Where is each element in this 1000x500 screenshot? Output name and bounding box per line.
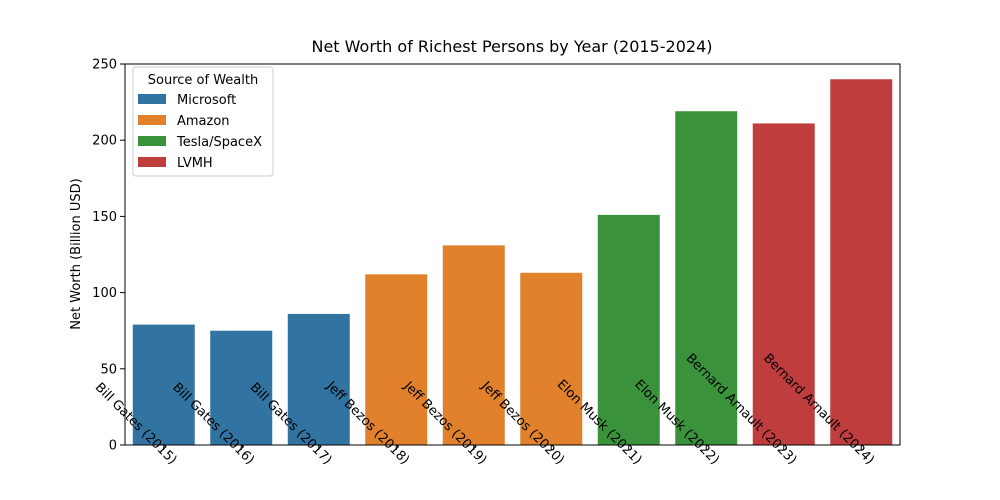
y-tick-label-4: 200 <box>92 134 117 149</box>
y-tick-label-2: 100 <box>92 286 117 301</box>
chart-title: Net Worth of Richest Persons by Year (20… <box>311 37 712 56</box>
y-tick-label-0: 0 <box>109 439 117 454</box>
y-tick-label-5: 250 <box>92 58 117 73</box>
bar-5 <box>520 272 583 445</box>
y-axis-label: Net Worth (Billion USD) <box>69 178 84 329</box>
legend-label-0: Microsoft <box>177 93 236 108</box>
bar-8 <box>752 123 815 445</box>
y-ticks: 0 50 100 150 200 250 <box>92 58 125 454</box>
bar-2 <box>287 313 350 445</box>
legend-label-2: Tesla/SpaceX <box>176 135 262 150</box>
bars-group <box>132 79 893 446</box>
plot-area-frame <box>124 63 901 446</box>
legend: Source of Wealth Microsoft Amazon Tesla/Sp… <box>132 66 274 177</box>
legend-swatch-1 <box>138 115 166 125</box>
y-tick-label-3: 150 <box>92 210 117 225</box>
legend-swatch-0 <box>138 94 166 104</box>
legend-label-3: LVMH <box>177 156 213 171</box>
bar-0 <box>132 324 195 445</box>
bar-3 <box>365 274 428 445</box>
legend-label-1: Amazon <box>177 114 230 129</box>
legend-swatch-2 <box>138 136 166 146</box>
legend-box <box>132 66 274 177</box>
legend-swatch-3 <box>138 157 166 167</box>
bar-7 <box>675 111 738 445</box>
bar-6 <box>597 214 660 445</box>
y-tick-label-1: 50 <box>100 362 117 377</box>
bar-4 <box>442 245 505 445</box>
legend-title: Source of Wealth <box>148 73 258 88</box>
bar-1 <box>210 330 273 445</box>
bar-9 <box>830 79 893 446</box>
